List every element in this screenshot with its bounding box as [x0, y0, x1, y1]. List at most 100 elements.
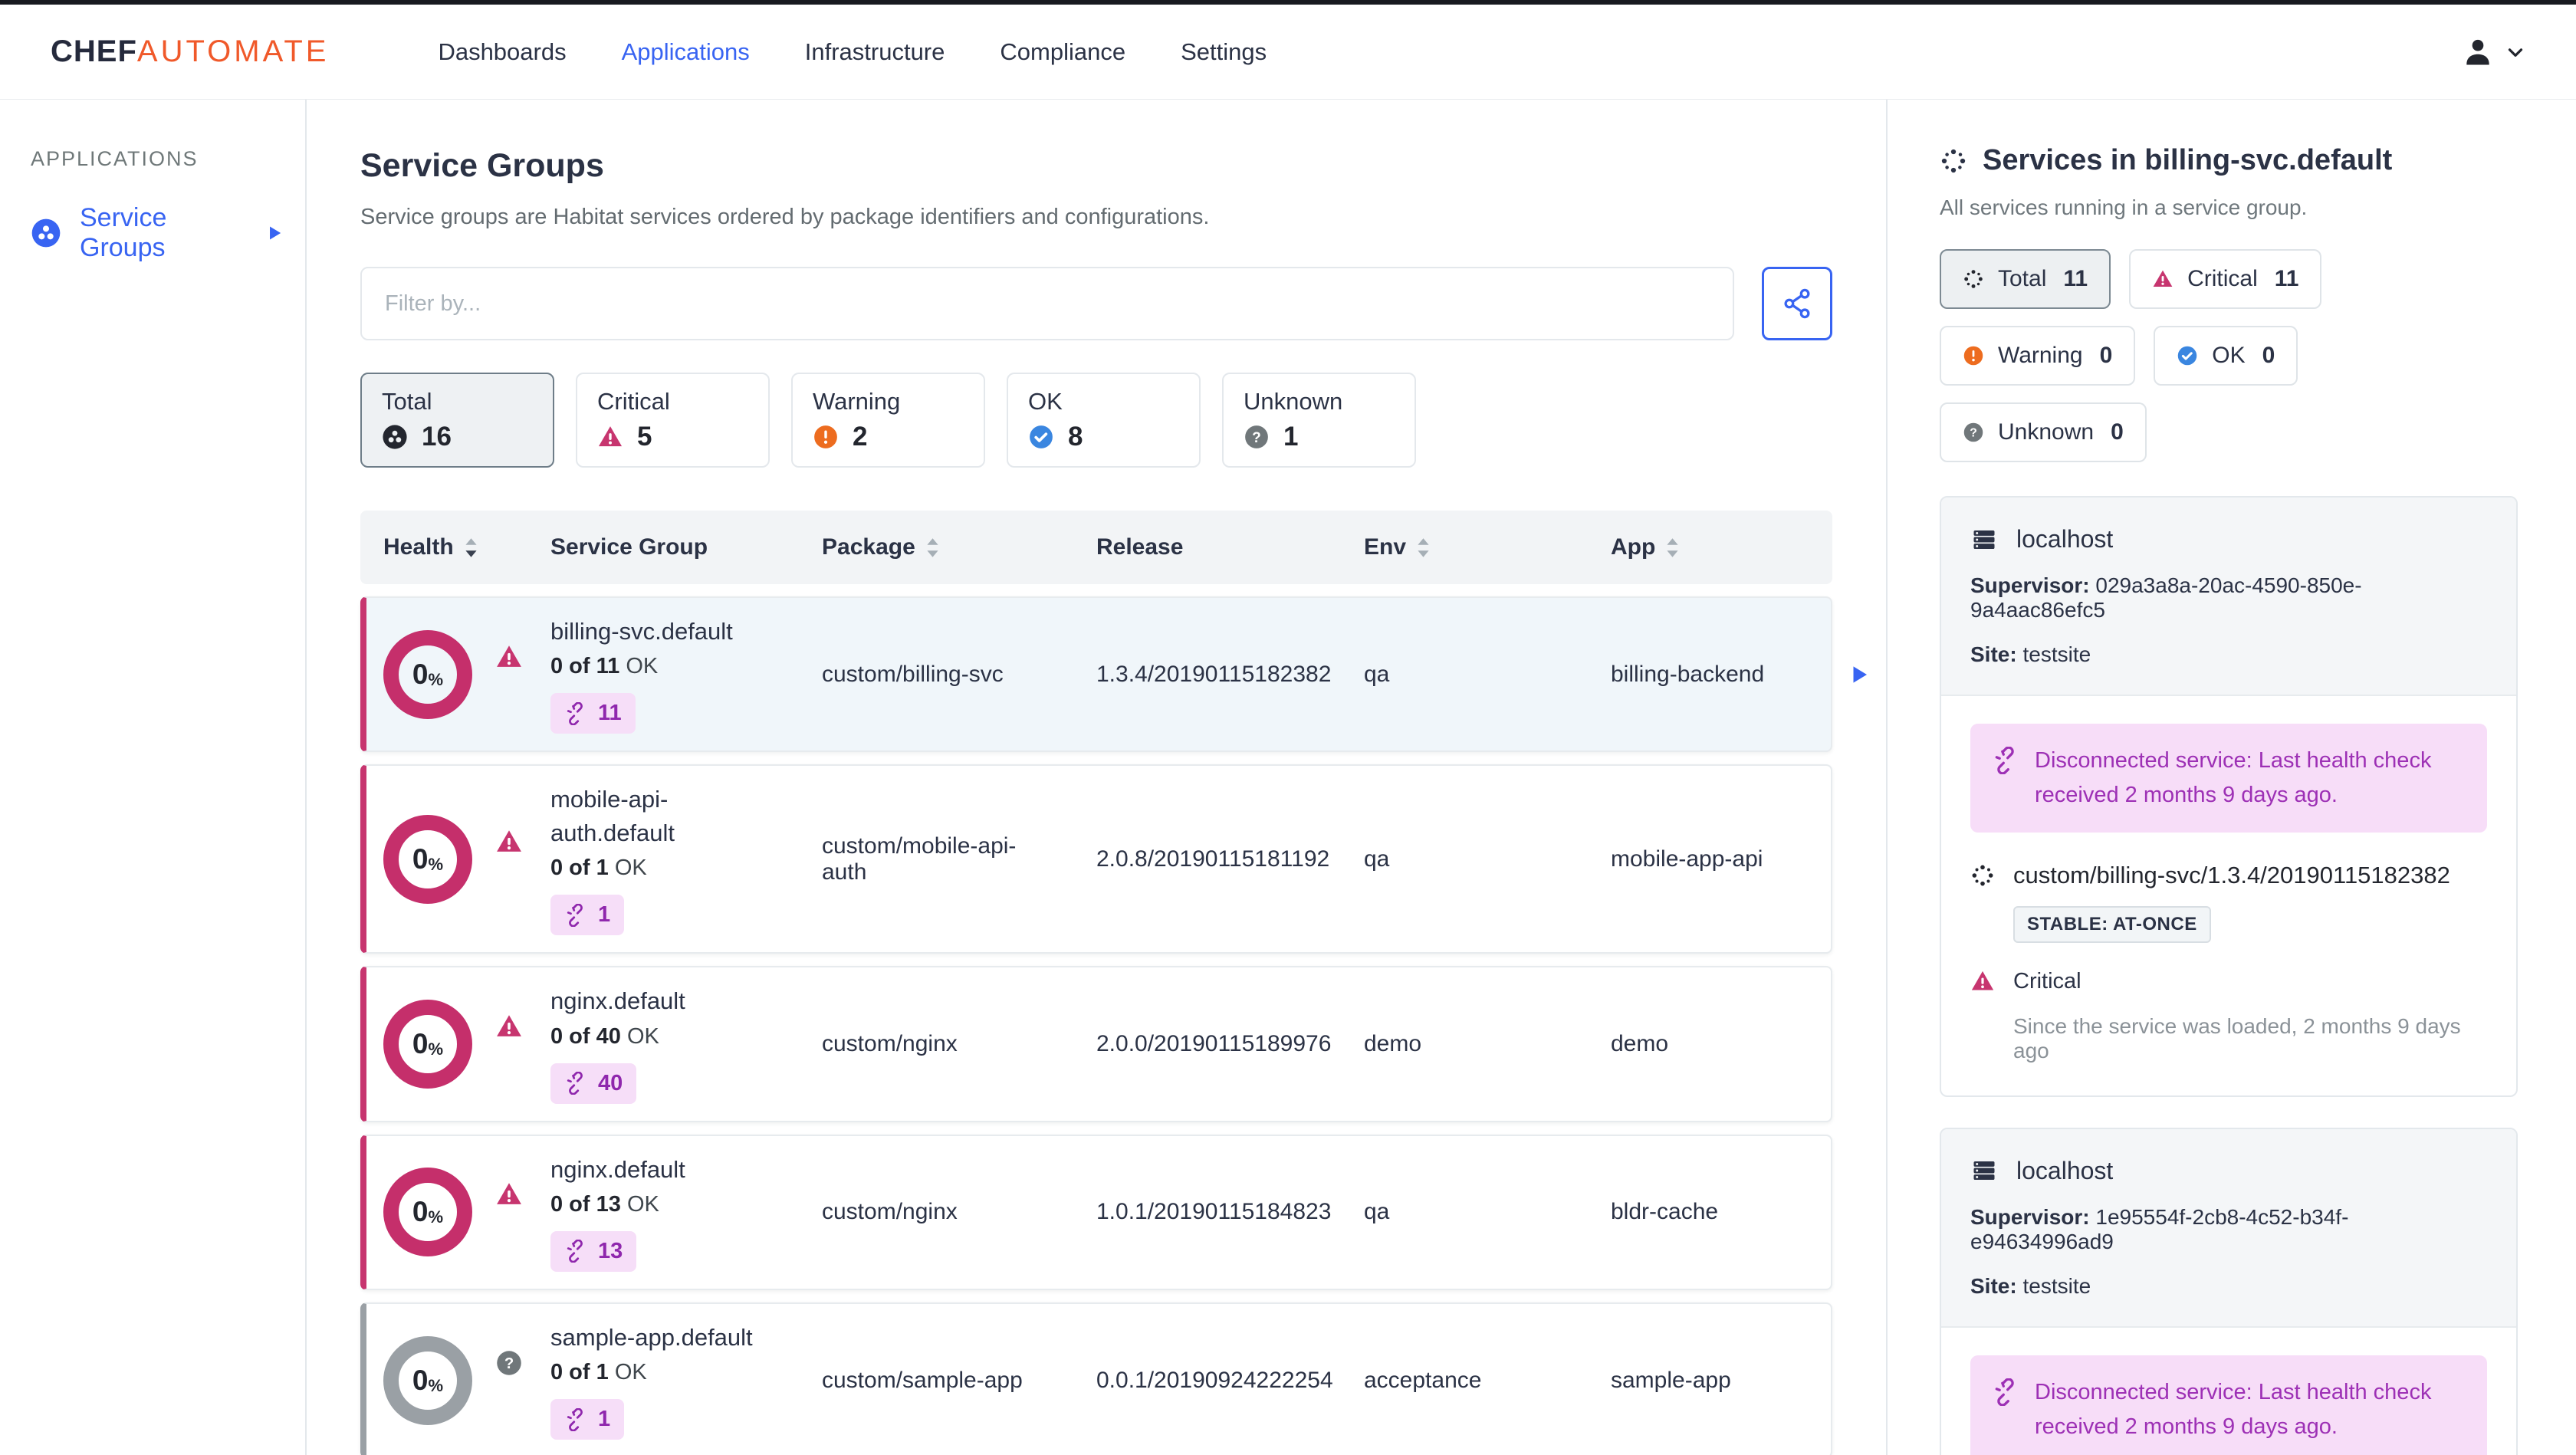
- brand-chef: CHEF: [51, 34, 137, 68]
- sidebar-item-service-groups[interactable]: Service Groups: [31, 203, 284, 263]
- update-strategy-badge: STABLE: AT-ONCE: [2013, 905, 2211, 943]
- chef-automate-logo[interactable]: CHEF AUTOMATE: [51, 34, 329, 69]
- table-row[interactable]: 0% mobile-api-auth.default 0 of 1 OK 1 c…: [360, 764, 1832, 954]
- sort-icons[interactable]: [1666, 537, 1679, 558]
- site-name: testsite: [2022, 1273, 2091, 1298]
- app-cell: demo: [1611, 1030, 1669, 1056]
- critical-icon: [598, 426, 623, 447]
- nav-item-dashboards[interactable]: Dashboards: [438, 38, 567, 65]
- disconnected-banner: Disconnected service: Last health check …: [1970, 1355, 2487, 1455]
- svg-text:?: ?: [1970, 427, 1977, 440]
- status-count: 5: [637, 422, 652, 452]
- applications-sidebar: APPLICATIONS Service Groups: [0, 100, 307, 1455]
- sidebar-item-label: Service Groups: [80, 203, 167, 262]
- filter-input[interactable]: [360, 267, 1734, 340]
- package-cell: custom/billing-svc: [822, 661, 1004, 687]
- column-header-package[interactable]: Package: [822, 534, 1096, 560]
- table-row[interactable]: 0% ? sample-app.default 0 of 1 OK 1 cust…: [360, 1302, 1832, 1455]
- nav-item-applications[interactable]: Applications: [621, 38, 750, 65]
- health-donut: 0%: [383, 629, 472, 719]
- nav-item-infrastructure[interactable]: Infrastructure: [804, 38, 945, 65]
- supervisor-id: 029a3a8a-20ac-4590-850e-9a4aac86efc5: [1970, 573, 2362, 622]
- column-header-app[interactable]: App: [1611, 534, 1832, 560]
- services-dots-icon: [1972, 865, 1993, 886]
- page-subtitle: Service groups are Habitat services orde…: [360, 205, 1210, 229]
- page-title: Service Groups: [360, 147, 604, 184]
- service-card-header: localhost Supervisor: 1e95554f-2cb8-4c52…: [1941, 1128, 2516, 1328]
- status-filter-ok[interactable]: OK 8: [1007, 373, 1201, 468]
- column-header-env[interactable]: Env: [1364, 534, 1611, 560]
- status-filter-unknown[interactable]: Unknown ? 1: [1222, 373, 1416, 468]
- sort-icons[interactable]: [1417, 537, 1430, 558]
- release-cell: 0.0.1/20190924222254: [1096, 1367, 1333, 1393]
- sort-icons[interactable]: [926, 537, 939, 558]
- broken-link-icon: [567, 1240, 583, 1263]
- critical-icon: [497, 645, 521, 667]
- table-row[interactable]: 0% nginx.default 0 of 40 OK 40 custom/ng…: [360, 966, 1832, 1122]
- caret-right-icon: [269, 226, 281, 240]
- env-cell: qa: [1364, 846, 1390, 872]
- top-nav: Dashboards Applications Infrastructure C…: [438, 38, 1267, 66]
- service-card-header: localhost Supervisor: 029a3a8a-20ac-4590…: [1941, 498, 2516, 696]
- service-card: localhost Supervisor: 029a3a8a-20ac-4590…: [1940, 496, 2518, 1097]
- disconnected-banner: Disconnected service: Last health check …: [1970, 724, 2487, 833]
- status-filter-cards: Total 16 Critical 5 Warning 2: [360, 373, 1832, 468]
- service-group-name: sample-app.default: [550, 1323, 753, 1351]
- ok-icon: [1030, 425, 1053, 448]
- share-button[interactable]: [1762, 267, 1832, 340]
- env-cell: qa: [1364, 661, 1390, 687]
- user-menu[interactable]: [2461, 35, 2527, 69]
- package-cell: custom/nginx: [822, 1030, 958, 1056]
- env-cell: demo: [1364, 1030, 1422, 1056]
- ok-icon: [2178, 346, 2197, 366]
- status-filter-critical[interactable]: Critical 5: [576, 373, 770, 468]
- service-group-name: nginx.default: [550, 1155, 685, 1183]
- chip-unknown[interactable]: ? Unknown 0: [1940, 402, 2147, 462]
- unknown-icon: ?: [1245, 425, 1268, 448]
- nav-item-compliance[interactable]: Compliance: [1000, 38, 1126, 65]
- status-count: 8: [1068, 422, 1083, 452]
- disconnected-badge: 1: [550, 895, 625, 936]
- health-status-line: Critical: [1970, 969, 2487, 994]
- chip-critical[interactable]: Critical 11: [2129, 249, 2322, 309]
- sidebar-section-title: APPLICATIONS: [31, 147, 199, 170]
- column-header-service-group[interactable]: Service Group: [550, 534, 708, 560]
- service-groups-table: Health Service Group Package: [360, 511, 1867, 1455]
- service-card: localhost Supervisor: 1e95554f-2cb8-4c52…: [1940, 1127, 2518, 1455]
- table-row[interactable]: 0% billing-svc.default 0 of 11 OK 11 cus…: [360, 596, 1867, 753]
- package-cell: custom/sample-app: [822, 1367, 1023, 1393]
- status-count: 1: [1283, 422, 1299, 452]
- table-row[interactable]: 0% nginx.default 0 of 13 OK 13 custom/ng…: [360, 1134, 1832, 1290]
- service-groups-icon: [31, 218, 61, 248]
- broken-link-icon: [567, 1407, 583, 1431]
- app-cell: bldr-cache: [1611, 1199, 1719, 1225]
- service-group-name: nginx.default: [550, 987, 685, 1015]
- window-top-strip: [0, 0, 2576, 5]
- release-cell: 1.3.4/20190115182382: [1096, 661, 1332, 687]
- column-header-health[interactable]: Health: [383, 534, 550, 560]
- env-cell: qa: [1364, 1199, 1390, 1225]
- svg-text:?: ?: [504, 1355, 514, 1372]
- health-donut: 0%: [383, 1168, 472, 1257]
- nav-item-settings[interactable]: Settings: [1181, 38, 1267, 65]
- chip-warning[interactable]: Warning 0: [1940, 326, 2136, 386]
- sort-icons[interactable]: [465, 537, 478, 558]
- release-cell: 2.0.0/20190115189976: [1096, 1030, 1332, 1056]
- service-status-chips: Total 11 Critical 11 Warning 0 OK 0 ? Un…: [1940, 249, 2518, 462]
- user-icon: [2466, 39, 2489, 64]
- status-filter-total[interactable]: Total 16: [360, 373, 554, 468]
- broken-link-icon: [1995, 1378, 2014, 1406]
- column-header-release[interactable]: Release: [1096, 534, 1184, 560]
- service-groups-main: Service Groups Service groups are Habita…: [307, 100, 1886, 1455]
- status-filter-warning[interactable]: Warning 2: [791, 373, 985, 468]
- release-cell: 1.0.1/20190115184823: [1096, 1199, 1332, 1225]
- app-cell: billing-backend: [1611, 661, 1765, 687]
- server-icon: [1973, 1161, 1995, 1181]
- disconnected-badge: 13: [550, 1230, 637, 1272]
- services-dots-icon: [1964, 270, 1983, 288]
- chip-total[interactable]: Total 11: [1940, 249, 2111, 309]
- chip-ok[interactable]: OK 0: [2154, 326, 2298, 386]
- selected-row-caret-icon: [1853, 666, 1867, 683]
- critical-icon: [497, 830, 521, 852]
- broken-link-icon: [567, 1072, 583, 1095]
